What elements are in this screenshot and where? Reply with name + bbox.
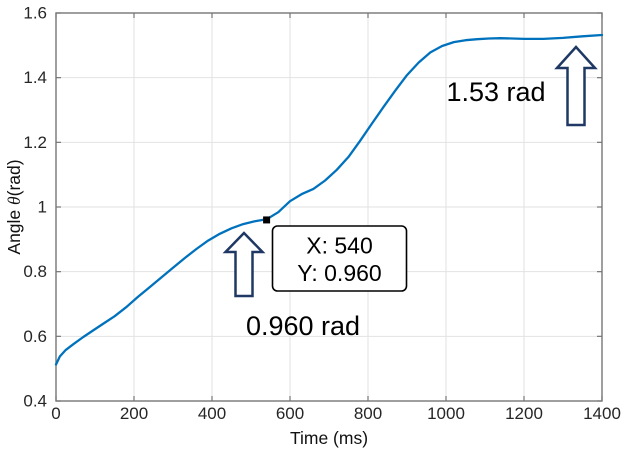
y-tick-labels: 0.4 0.6 0.8 1 1.2 1.4 1.6 [23, 4, 47, 411]
annotation-153-rad: 1.53 rad [446, 77, 545, 107]
x-tick-label: 0 [51, 404, 60, 423]
y-tick-label: 0.8 [23, 262, 47, 281]
y-tick-label: 1.6 [23, 4, 47, 23]
x-tick-label: 1200 [505, 404, 543, 423]
y-tick-label: 1 [38, 198, 47, 217]
x-tick-label: 1400 [583, 404, 621, 423]
up-arrow-icon-high-annotation [554, 45, 598, 127]
annotation-0960-rad: 0.960 rad [246, 311, 360, 341]
x-tick-label: 200 [120, 404, 148, 423]
tick-marks-layer [55, 12, 603, 402]
y-tick-label: 1.2 [23, 133, 47, 152]
x-axis-label: Time (ms) [290, 428, 368, 448]
x-tick-label: 600 [276, 404, 304, 423]
datatip-marker[interactable] [263, 216, 271, 224]
y-tick-label: 0.6 [23, 327, 47, 346]
up-arrow-icon-low-annotation [222, 231, 266, 298]
datatip-box [271, 225, 408, 292]
angle-curve[interactable] [54, 33, 604, 366]
datatip-tooltip[interactable]: X: 540 Y: 0.960 [271, 225, 408, 292]
x-tick-labels: 0 200 400 600 800 1000 1200 1400 [51, 404, 621, 423]
y-axis-label: Angle θ(rad) [4, 159, 24, 254]
datatip-x-value: X: 540 [306, 233, 373, 259]
y-tick-label: 1.4 [23, 68, 47, 87]
x-tick-label: 400 [198, 404, 226, 423]
x-tick-label: 800 [354, 404, 382, 423]
y-tick-label: 0.4 [23, 392, 47, 411]
grid-layer [55, 12, 603, 402]
datatip-y-value: Y: 0.960 [297, 260, 381, 286]
x-tick-label: 1000 [427, 404, 465, 423]
